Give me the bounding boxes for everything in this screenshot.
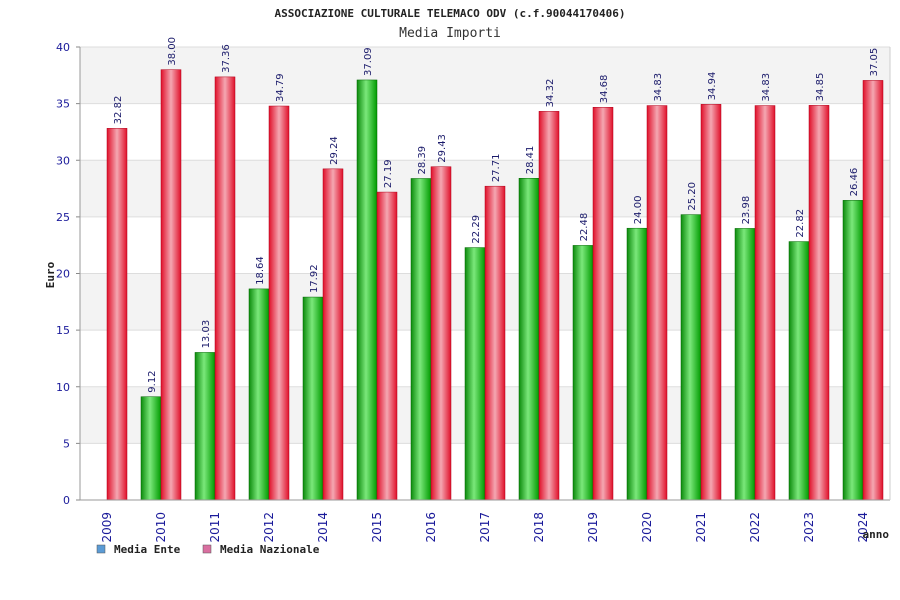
data-label: 34.83 xyxy=(761,73,772,102)
x-tick-label: 2024 xyxy=(856,512,870,543)
data-label: 37.36 xyxy=(221,44,232,73)
y-tick-label: 40 xyxy=(56,41,70,54)
axes xyxy=(79,47,891,501)
x-axis-label: anno xyxy=(863,528,890,541)
y-tick-labels: 0 5 10 15 20 25 30 35 40 xyxy=(56,41,70,507)
bar-media-ente xyxy=(626,227,648,501)
y-tick-label: 0 xyxy=(63,494,70,507)
bar-media-nazionale xyxy=(700,104,722,501)
x-tick-label: 2015 xyxy=(370,512,384,543)
y-tick-label: 20 xyxy=(56,268,70,281)
bar-media-nazionale xyxy=(538,111,560,501)
bar-media-ente xyxy=(248,288,270,501)
data-label: 29.24 xyxy=(329,136,340,165)
data-label: 34.32 xyxy=(545,79,556,108)
bar-media-ente xyxy=(788,241,810,501)
chart-title: ASSOCIAZIONE CULTURALE TELEMACO ODV (c.f… xyxy=(275,7,626,20)
bar-media-nazionale xyxy=(376,191,398,501)
data-label: 22.82 xyxy=(795,209,806,238)
data-label: 25.20 xyxy=(687,182,698,211)
x-tick-label: 2011 xyxy=(208,512,222,543)
bar-media-nazionale xyxy=(106,128,128,501)
data-label: 34.83 xyxy=(653,73,664,102)
y-tick-label: 30 xyxy=(56,154,70,167)
data-label: 27.71 xyxy=(491,154,502,183)
chart-subtitle: Media Importi xyxy=(399,26,501,41)
x-tick-label: 2016 xyxy=(424,512,438,543)
bars xyxy=(106,69,884,501)
x-tick-label: 2009 xyxy=(100,512,114,543)
legend-swatch xyxy=(96,544,106,554)
data-label: 17.92 xyxy=(309,264,320,293)
bar-media-nazionale xyxy=(430,166,452,501)
data-label: 37.09 xyxy=(363,47,374,76)
x-tick-label: 2017 xyxy=(478,512,492,543)
bar-media-nazionale xyxy=(592,106,614,501)
bar-media-nazionale xyxy=(160,69,182,501)
y-tick-label: 10 xyxy=(56,381,70,394)
x-tick-label: 2020 xyxy=(640,512,654,543)
legend-label: Media Nazionale xyxy=(220,543,320,556)
bar-media-ente xyxy=(140,396,162,501)
data-label: 34.94 xyxy=(707,72,718,101)
data-label: 9.12 xyxy=(147,370,158,392)
data-label: 23.98 xyxy=(741,196,752,225)
x-tick-label: 2010 xyxy=(154,512,168,543)
x-tick-label: 2023 xyxy=(802,512,816,543)
bar-media-ente xyxy=(842,200,864,501)
data-label: 34.79 xyxy=(275,73,286,102)
bar-media-ente xyxy=(734,228,756,501)
bar-media-nazionale xyxy=(268,105,290,501)
x-tick-label: 2022 xyxy=(748,512,762,543)
bar-media-ente xyxy=(464,247,486,501)
legend-label: Media Ente xyxy=(114,543,181,556)
data-label: 29.43 xyxy=(437,134,448,163)
bar-media-ente xyxy=(356,79,378,501)
bar-media-ente xyxy=(518,178,540,501)
y-axis-label: Euro xyxy=(44,261,57,288)
y-tick-label: 25 xyxy=(56,211,70,224)
y-tick-label: 35 xyxy=(56,98,70,111)
x-tick-label: 2019 xyxy=(586,512,600,543)
bar-media-nazionale xyxy=(646,105,668,501)
x-tick-labels: 2009 2010 2011 2012 2014 2015 2016 2017 2018 2019… xyxy=(100,512,870,543)
bar-media-ente xyxy=(410,178,432,501)
legend: Media Ente Media Nazionale xyxy=(96,543,320,556)
x-tick-label: 2018 xyxy=(532,512,546,543)
x-tick-label: 2021 xyxy=(694,512,708,543)
data-label: 18.64 xyxy=(255,256,266,285)
bar-media-ente xyxy=(302,296,324,501)
bar-media-nazionale xyxy=(862,80,884,501)
data-label: 38.00 xyxy=(167,37,178,66)
data-label: 27.19 xyxy=(383,159,394,188)
y-tick-label: 5 xyxy=(63,437,70,450)
data-label: 37.05 xyxy=(869,48,880,77)
bar-media-ente xyxy=(194,352,216,501)
bar-media-ente xyxy=(572,245,594,501)
bar-media-nazionale xyxy=(322,168,344,501)
data-label: 22.48 xyxy=(579,213,590,242)
data-label: 26.46 xyxy=(849,168,860,197)
bar-media-nazionale xyxy=(808,105,830,501)
data-label: 34.85 xyxy=(815,73,826,102)
x-tick-label: 2012 xyxy=(262,512,276,543)
y-tick-label: 15 xyxy=(56,324,70,337)
data-label: 24.00 xyxy=(633,196,644,225)
x-tick-label: 2014 xyxy=(316,512,330,543)
data-label: 32.82 xyxy=(113,96,124,125)
data-label: 28.41 xyxy=(525,146,536,175)
data-label: 13.03 xyxy=(201,320,212,349)
data-label: 22.29 xyxy=(471,215,482,244)
data-label: 34.68 xyxy=(599,75,610,104)
data-label: 28.39 xyxy=(417,146,428,175)
bar-media-nazionale xyxy=(484,185,506,501)
bar-media-nazionale xyxy=(754,105,776,501)
legend-swatch xyxy=(202,544,212,554)
data-labels: 32.82 9.12 38.00 13.03 37.36 18.64 34.79 17.92 2… xyxy=(113,37,880,393)
bar-media-nazionale xyxy=(214,76,236,501)
bar-media-ente xyxy=(680,214,702,501)
